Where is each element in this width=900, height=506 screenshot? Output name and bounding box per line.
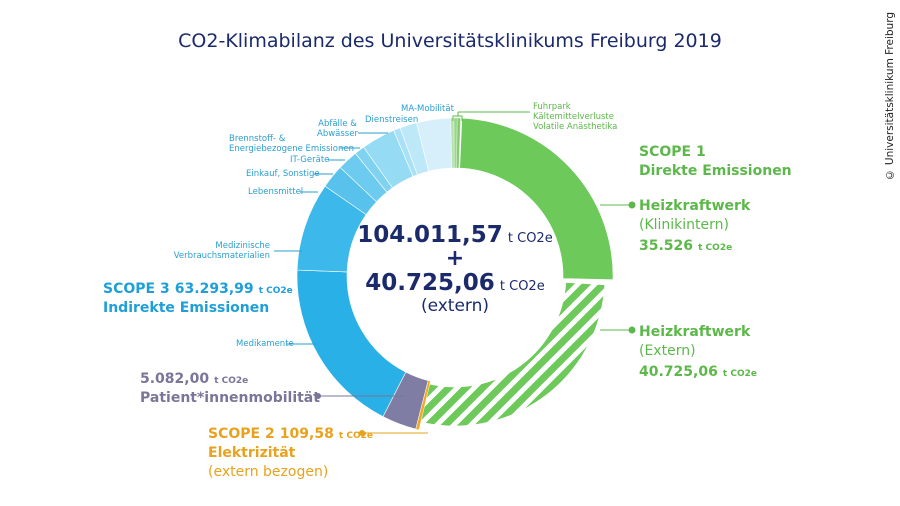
patient-label: 5.082,00 t CO2e Patient*innenmobilität <box>140 368 320 408</box>
patient-title: Patient*innenmobilität <box>140 390 320 406</box>
plus-sign: + <box>445 246 465 271</box>
scope3-label: SCOPE 3 63.293,99 t CO2e Indirekte Emiss… <box>103 278 293 318</box>
hkw-extern-label: Heizkraftwerk (Extern) 40.725,06 t CO2e <box>639 323 757 382</box>
scope2-value: 109,58 <box>279 426 334 442</box>
hkw-intern-sub: (Klinikintern) <box>639 217 730 233</box>
label-einkauf: Einkauf, Sonstige <box>246 169 320 179</box>
hkw-extern-sub: (Extern) <box>639 343 696 359</box>
extern-total-unit: t CO2e <box>499 279 545 294</box>
label-abf-line2: Abwässer <box>317 129 358 139</box>
scope2-title: SCOPE 2 <box>208 426 275 442</box>
total-value: 104.011,57 <box>357 222 503 248</box>
leader-lines <box>274 132 388 345</box>
extern-total-value: 40.725,06 <box>365 270 495 296</box>
hkw-intern-label: Heizkraftwerk (Klinikintern) 35.526 t CO… <box>639 197 750 256</box>
label-medikamente: Medikamente <box>236 339 294 349</box>
hkw-extern-title: Heizkraftwerk <box>639 324 751 340</box>
scope3-title: SCOPE 3 <box>103 281 170 297</box>
hkw-intern-title: Heizkraftwerk <box>639 198 751 214</box>
label-it: IT-Geräte <box>290 155 330 165</box>
hkw-intern-unit: t CO2e <box>698 243 733 253</box>
scope1-subtitle: Direkte Emissionen <box>639 163 792 179</box>
label-scope1-small: Fuhrpark Kältemittelverluste Volatile An… <box>533 102 617 132</box>
chart-title: CO2-Klimabilanz des Universitätsklinikum… <box>178 30 722 52</box>
patient-unit: t CO2e <box>214 376 249 386</box>
scope2-unit: t CO2e <box>338 431 373 441</box>
extern-label: (extern) <box>420 296 490 316</box>
scope2-subtitle: Elektrizität <box>208 445 296 461</box>
label-ma-mobilitaet: MA-Mobilität <box>401 104 454 114</box>
label-brenn-line1: Brennstoff- & <box>229 134 286 144</box>
label-brenn-line2: Energiebezogene Emissionen <box>229 144 354 154</box>
label-med-line2: Verbrauchsmaterialien <box>173 251 270 261</box>
label-fuhrpark: Fuhrpark <box>533 102 571 112</box>
hkw-extern-value: 40.725,06 <box>639 364 718 380</box>
hkw-intern-value: 35.526 <box>639 238 694 254</box>
label-lebensmittel: Lebensmittel <box>248 187 304 197</box>
label-abfaelle: Abfälle & Abwässer <box>317 119 358 139</box>
scope2-sub: (extern bezogen) <box>208 464 329 480</box>
segment-volatile-an-sthetika <box>456 117 461 169</box>
scope3-unit: t CO2e <box>258 286 293 296</box>
scope2-label: SCOPE 2 109,58 t CO2e Elektrizität (exte… <box>208 423 373 482</box>
total-unit: t CO2e <box>507 231 553 246</box>
hkw-extern-unit: t CO2e <box>722 369 757 379</box>
label-volatile: Volatile Anästhetika <box>533 122 618 132</box>
segment-heizkraftwerk-klinikintern- <box>459 117 614 281</box>
scope1-heading: SCOPE 1 Direkte Emissionen <box>639 143 792 181</box>
label-kaeltemittel: Kältemittelverluste <box>533 112 614 122</box>
label-brennstoff: Brennstoff- & Energiebezogene Emissionen <box>229 134 354 154</box>
center-totals: 104.011,57 t CO2e + 40.725,06 t CO2e (ex… <box>355 222 555 316</box>
label-dienstreisen: Dienstreisen <box>365 115 419 125</box>
scope3-value: 63.293,99 <box>174 281 254 297</box>
label-abf-line1: Abfälle & <box>318 119 357 129</box>
scope3-subtitle: Indirekte Emissionen <box>103 300 270 316</box>
label-med-line1: Medizinische <box>215 241 270 251</box>
scope1-title: SCOPE 1 <box>639 144 706 160</box>
label-medizinische: Medizinische Verbrauchsmaterialien <box>174 241 270 261</box>
patient-value: 5.082,00 <box>140 371 210 387</box>
